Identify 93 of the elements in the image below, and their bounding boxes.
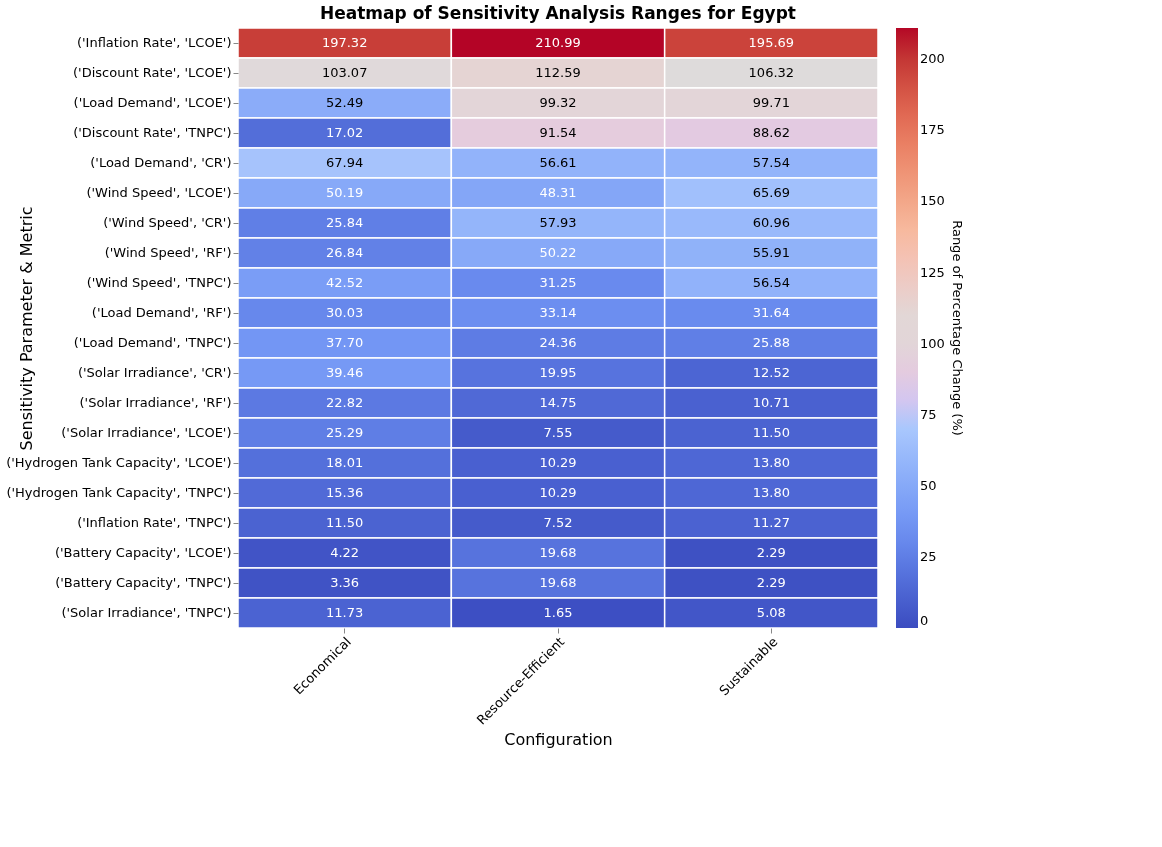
data-label: 22.82 — [326, 395, 364, 410]
data-label: 112.59 — [535, 65, 581, 80]
data-label: 42.52 — [326, 275, 364, 290]
y-tick-label: ('Discount Rate', 'LCOE') — [73, 65, 232, 80]
data-label: 31.25 — [539, 275, 577, 290]
data-label: 56.61 — [539, 155, 577, 170]
x-axis-title: Configuration — [504, 729, 613, 749]
data-label: 65.69 — [752, 185, 790, 200]
y-tick-label: ('Load Demand', 'TNPC') — [73, 335, 232, 350]
data-label: 19.68 — [539, 575, 577, 590]
data-label: 50.19 — [326, 185, 364, 200]
color-bar-label: 75 — [920, 406, 937, 422]
data-label: 2.29 — [756, 575, 786, 590]
color-bar-title: Range of Percentage Change (%) — [950, 220, 965, 436]
y-tick-label: ('Hydrogen Tank Capacity', 'TNPC') — [6, 485, 232, 500]
y-axis-title: Sensitivity Parameter & Metric — [16, 206, 36, 451]
data-label: 57.54 — [752, 155, 790, 170]
data-label: 25.29 — [326, 425, 364, 440]
color-bar-label: 125 — [920, 264, 945, 280]
data-label: 103.07 — [321, 65, 368, 80]
data-label: 48.31 — [539, 185, 577, 200]
data-label: 52.49 — [326, 95, 364, 110]
data-label: 25.84 — [326, 215, 364, 230]
data-label: 7.55 — [543, 425, 573, 440]
data-label: 67.94 — [326, 155, 364, 170]
y-tick-label: ('Solar Irradiance', 'TNPC') — [61, 605, 232, 620]
data-label: 11.50 — [752, 425, 790, 440]
data-label: 57.93 — [539, 215, 577, 230]
data-label: 26.84 — [326, 245, 364, 260]
y-tick-label: ('Hydrogen Tank Capacity', 'LCOE') — [6, 455, 232, 470]
data-label: 7.52 — [543, 515, 573, 530]
y-tick-label: ('Wind Speed', 'LCOE') — [86, 185, 232, 200]
data-label: 1.65 — [543, 605, 573, 620]
y-tick-label: ('Solar Irradiance', 'LCOE') — [61, 425, 232, 440]
data-label: 50.22 — [539, 245, 577, 260]
color-bar-label: 50 — [920, 477, 937, 493]
color-bar-label: 0 — [920, 613, 929, 628]
data-label: 11.27 — [752, 515, 790, 530]
data-label: 88.62 — [752, 125, 790, 140]
data-label: 210.99 — [535, 35, 581, 50]
color-bar-label: 25 — [920, 548, 937, 564]
data-label: 15.36 — [326, 485, 364, 500]
y-tick-label: ('Wind Speed', 'RF') — [104, 245, 232, 260]
data-label: 106.32 — [748, 65, 795, 80]
data-label: 39.46 — [326, 365, 364, 380]
y-tick-label: ('Solar Irradiance', 'CR') — [77, 365, 232, 380]
data-label: 13.80 — [752, 485, 790, 500]
chart-title: Heatmap of Sensitivity Analysis Ranges for Egypt — [320, 3, 796, 24]
data-label: 99.71 — [752, 95, 790, 110]
y-tick-label: ('Discount Rate', 'TNPC') — [73, 125, 232, 140]
y-tick-label: ('Wind Speed', 'TNPC') — [86, 275, 232, 290]
data-label: 10.29 — [539, 485, 577, 500]
data-label: 11.73 — [326, 605, 364, 620]
data-label: 19.95 — [539, 365, 577, 380]
data-label: 12.52 — [752, 365, 790, 380]
color-bar-label: 200 — [920, 51, 945, 67]
data-label: 60.96 — [752, 215, 790, 230]
data-label: 13.80 — [752, 455, 790, 470]
y-tick-label: ('Inflation Rate', 'TNPC') — [77, 515, 232, 530]
color-bar-label: 100 — [920, 335, 945, 351]
color-bar-label: 175 — [920, 122, 945, 138]
y-tick-label: ('Wind Speed', 'CR') — [103, 215, 232, 230]
data-label: 10.29 — [539, 455, 577, 470]
data-label: 30.03 — [326, 305, 364, 320]
data-label: 24.36 — [539, 335, 577, 350]
data-label: 197.32 — [321, 35, 368, 50]
data-label: 4.22 — [330, 545, 360, 560]
data-label: 195.69 — [748, 35, 795, 50]
data-label: 25.88 — [752, 335, 790, 350]
y-tick-label: ('Battery Capacity', 'TNPC') — [55, 575, 232, 590]
data-label: 5.08 — [756, 605, 786, 620]
data-label: 37.70 — [326, 335, 364, 350]
data-label: 99.32 — [539, 95, 577, 110]
y-tick-label: ('Load Demand', 'RF') — [91, 305, 232, 320]
data-label: 17.02 — [326, 125, 364, 140]
data-label: 11.50 — [326, 515, 364, 530]
y-tick-label: ('Load Demand', 'CR') — [90, 155, 232, 170]
y-tick-label: ('Solar Irradiance', 'RF') — [79, 395, 232, 410]
data-label: 14.75 — [539, 395, 577, 410]
data-label: 31.64 — [752, 305, 790, 320]
data-label: 10.71 — [752, 395, 790, 410]
data-label: 2.29 — [756, 545, 786, 560]
color-bar-label: 150 — [920, 193, 945, 209]
y-tick-label: ('Load Demand', 'LCOE') — [73, 95, 232, 110]
data-label: 18.01 — [326, 455, 364, 470]
data-label: 3.36 — [330, 575, 360, 590]
y-tick-label: ('Inflation Rate', 'LCOE') — [76, 35, 232, 50]
y-tick-label: ('Battery Capacity', 'LCOE') — [54, 545, 232, 560]
data-label: 56.54 — [752, 275, 790, 290]
data-label: 91.54 — [539, 125, 577, 140]
data-label: 33.14 — [539, 305, 577, 320]
data-label: 19.68 — [539, 545, 577, 560]
data-label: 55.91 — [752, 245, 790, 260]
